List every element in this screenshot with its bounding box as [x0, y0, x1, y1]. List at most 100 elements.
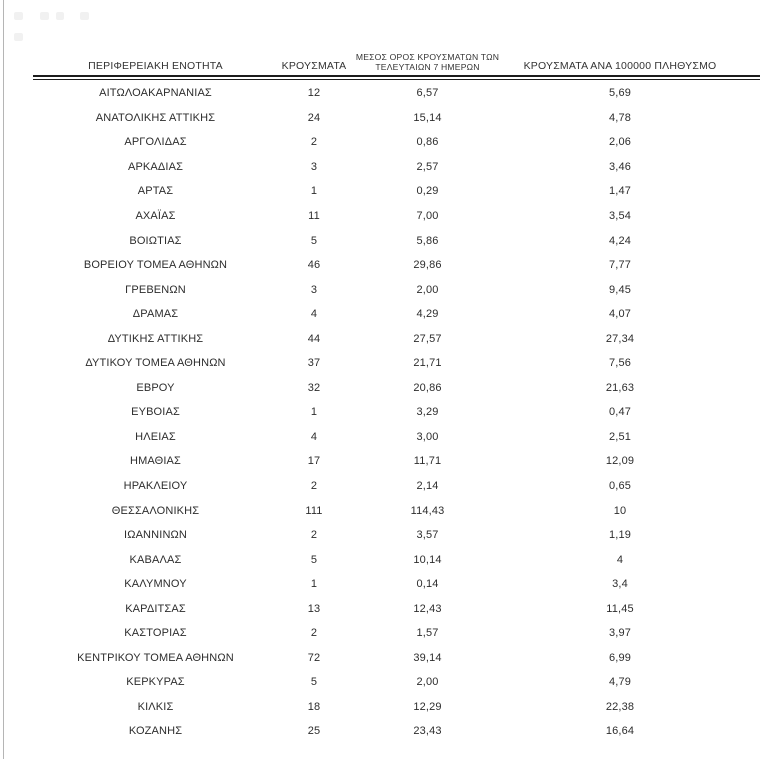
table-row: ΒΟΙΩΤΙΑΣ 5 5,86 4,24: [33, 228, 735, 253]
cell-avg7: 39,14: [413, 651, 442, 664]
cell-cases: 32: [307, 381, 321, 394]
cell-per100k: 6,99: [608, 651, 631, 664]
cell-cases: 37: [307, 357, 321, 370]
table-row: ΚΟΖΑΝΗΣ 25 23,43 16,64: [33, 719, 735, 744]
cell-per100k: 7,77: [608, 259, 631, 272]
cell-per100k: 2,06: [608, 136, 631, 149]
cell-region: ΑΡΤΑΣ: [137, 185, 174, 198]
table-row: ΚΑΡΔΙΤΣΑΣ 13 12,43 11,45: [33, 596, 735, 621]
cell-per100k: 22,38: [605, 700, 635, 713]
cell-region: ΘΕΣΣΑΛΟΝΙΚΗΣ: [111, 504, 200, 517]
table-row: ΕΥΒΟΙΑΣ 1 3,29 0,47: [33, 400, 735, 425]
page-left-border-line: [3, 0, 4, 759]
cell-region: ΑΝΑΤΟΛΙΚΗΣ ΑΤΤΙΚΗΣ: [95, 111, 216, 124]
cell-cases: 72: [307, 651, 321, 664]
header-avg7-line1: ΜΕΣΟΣ ΟΡΟΣ ΚΡΟΥΣΜΑΤΩΝ ΤΩΝ: [355, 52, 500, 62]
cell-avg7: 3,00: [416, 430, 439, 443]
cell-region: ΗΡΑΚΛΕΙΟΥ: [123, 480, 188, 493]
table-row: ΚΑΣΤΟΡΙΑΣ 2 1,57 3,97: [33, 621, 735, 646]
cell-region: ΔΡΑΜΑΣ: [132, 308, 179, 321]
cell-cases: 5: [310, 676, 318, 689]
table-row: ΚΑΛΥΜΝΟΥ 1 0,14 3,4: [33, 572, 735, 597]
cell-avg7: 2,57: [416, 160, 439, 173]
cell-avg7: 12,29: [413, 700, 442, 713]
cell-cases: 2: [310, 480, 318, 493]
cell-avg7: 23,43: [413, 725, 442, 738]
cell-per100k: 4: [616, 553, 624, 566]
cell-per100k: 3,97: [608, 627, 631, 640]
cell-cases: 111: [305, 504, 323, 517]
table-row: ΚΑΒΑΛΑΣ 5 10,14 4: [33, 547, 735, 572]
cell-avg7: 10,14: [413, 553, 442, 566]
cell-avg7: 0,86: [416, 136, 439, 149]
cell-per100k: 4,24: [608, 234, 631, 247]
cell-per100k: 3,4: [612, 578, 628, 591]
artifact-mark: [56, 12, 64, 20]
cell-avg7: 1,57: [416, 627, 439, 640]
cell-avg7: 6,57: [416, 87, 439, 100]
cell-region: ΚΕΡΚΥΡΑΣ: [126, 676, 185, 689]
header-avg7-line2: ΤΕΛΕΥΤΑΙΩΝ 7 ΗΜΕΡΩΝ: [375, 62, 480, 72]
cell-region: ΔΥΤΙΚΗΣ ΑΤΤΙΚΗΣ: [107, 332, 204, 345]
cell-cases: 1: [310, 578, 318, 591]
cell-cases: 12: [307, 87, 321, 100]
cell-region: ΑΡΚΑΔΙΑΣ: [127, 160, 184, 173]
cell-cases: 2: [310, 627, 318, 640]
cell-per100k: 1,47: [608, 185, 631, 198]
table-body: ΑΙΤΩΛΟΑΚΑΡΝΑΝΙΑΣ 12 6,57 5,69 ΑΝΑΤΟΛΙΚΗΣ ΑΤΤ…: [33, 81, 735, 744]
table-row: ΑΡΚΑΔΙΑΣ 3 2,57 3,46: [33, 155, 735, 180]
cell-per100k: 4,78: [608, 111, 631, 124]
cell-cases: 4: [310, 308, 318, 321]
table-row: ΚΙΛΚΙΣ 18 12,29 22,38: [33, 695, 735, 720]
cell-per100k: 5,69: [608, 87, 631, 100]
cell-avg7: 3,57: [416, 529, 439, 542]
cell-cases: 4: [310, 430, 318, 443]
cell-avg7: 2,00: [416, 676, 439, 689]
cell-region: ΚΑΣΤΟΡΙΑΣ: [124, 627, 187, 640]
cell-region: ΒΟΙΩΤΙΑΣ: [129, 234, 182, 247]
cell-per100k: 21,63: [605, 381, 635, 394]
table-row: ΓΡΕΒΕΝΩΝ 3 2,00 9,45: [33, 277, 735, 302]
cell-avg7: 114,43: [410, 504, 445, 517]
cell-region: ΑΡΓΟΛΙΔΑΣ: [124, 136, 187, 149]
cell-cases: 5: [310, 234, 318, 247]
cell-per100k: 0,47: [608, 406, 631, 419]
cell-cases: 1: [310, 406, 318, 419]
cell-region: ΕΥΒΟΙΑΣ: [131, 406, 180, 419]
table-row: ΗΛΕΙΑΣ 4 3,00 2,51: [33, 425, 735, 450]
cell-region: ΚΟΖΑΝΗΣ: [128, 725, 183, 738]
cell-per100k: 11,45: [606, 602, 634, 615]
cell-per100k: 12,09: [605, 455, 635, 468]
cell-per100k: 0,65: [608, 480, 631, 493]
cell-avg7: 20,86: [413, 381, 442, 394]
table-row: ΔΡΑΜΑΣ 4 4,29 4,07: [33, 302, 735, 327]
cell-region: ΚΑΛΥΜΝΟΥ: [124, 578, 187, 591]
artifact-mark: [14, 33, 23, 41]
artifact-mark: [80, 12, 89, 20]
cell-region: ΙΩΑΝΝΙΝΩΝ: [123, 529, 188, 542]
cell-avg7: 5,86: [416, 234, 439, 247]
cell-cases: 18: [307, 700, 321, 713]
cell-avg7: 0,14: [416, 578, 439, 591]
cell-avg7: 27,57: [413, 332, 442, 345]
cell-per100k: 4,79: [608, 676, 631, 689]
cell-per100k: 7,56: [608, 357, 631, 370]
cell-cases: 13: [307, 602, 321, 615]
table-row: ΑΡΤΑΣ 1 0,29 1,47: [33, 179, 735, 204]
table-row: ΗΜΑΘΙΑΣ 17 11,71 12,09: [33, 449, 735, 474]
cell-avg7: 11,71: [413, 455, 442, 468]
table-row: ΙΩΑΝΝΙΝΩΝ 2 3,57 1,19: [33, 523, 735, 548]
header-cases: ΚΡΟΥΣΜΑΤΑ: [281, 60, 347, 72]
cell-cases: 3: [310, 283, 318, 296]
cell-avg7: 4,29: [416, 308, 439, 321]
cell-per100k: 16,64: [605, 725, 635, 738]
cell-per100k: 27,34: [605, 332, 635, 345]
cell-per100k: 10: [613, 504, 627, 517]
cell-avg7: 0,29: [416, 185, 439, 198]
artifact-mark: [40, 12, 49, 20]
header-avg7: ΜΕΣΟΣ ΟΡΟΣ ΚΡΟΥΣΜΑΤΩΝ ΤΩΝ ΤΕΛΕΥΤΑΙΩΝ 7 Η…: [350, 52, 505, 75]
cell-region: ΓΡΕΒΕΝΩΝ: [125, 283, 186, 296]
header-per100k: ΚΡΟΥΣΜΑΤΑ ΑΝΑ 100000 ΠΛΗΘΥΣΜΟ: [523, 60, 717, 72]
header-double-rule: [33, 75, 760, 80]
